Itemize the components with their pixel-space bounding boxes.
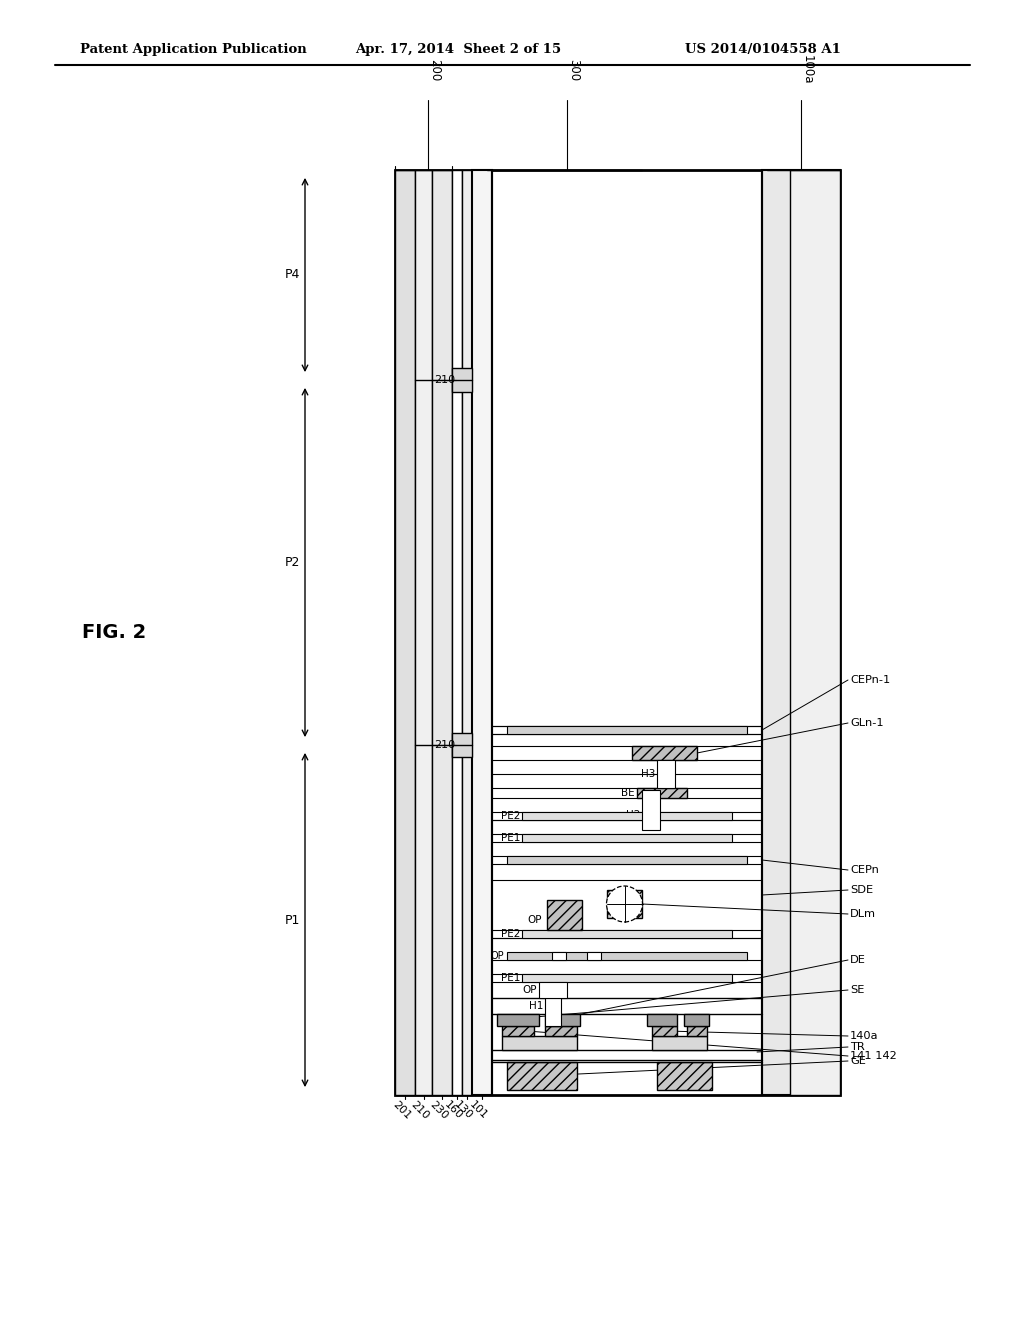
Bar <box>415 170 432 1096</box>
Text: US 2014/0104558 A1: US 2014/0104558 A1 <box>685 42 841 55</box>
Bar <box>547 900 582 931</box>
Text: H2: H2 <box>626 810 640 820</box>
Text: PE1: PE1 <box>501 833 520 843</box>
Bar <box>452 368 472 392</box>
Text: CEPn: CEPn <box>850 865 879 875</box>
Text: H1: H1 <box>528 1001 543 1011</box>
Text: 141 142: 141 142 <box>850 1051 897 1061</box>
Text: GE: GE <box>850 1056 866 1067</box>
Text: SE: SE <box>850 985 864 995</box>
Bar <box>587 952 601 960</box>
Text: P4: P4 <box>285 268 300 281</box>
Bar <box>522 974 732 982</box>
Text: DE: DE <box>850 954 866 965</box>
Bar <box>502 1036 577 1049</box>
Text: 160: 160 <box>442 1100 465 1122</box>
Bar <box>687 1026 707 1036</box>
Bar <box>545 1014 580 1026</box>
Bar <box>507 1063 577 1090</box>
Text: BE: BE <box>622 788 635 799</box>
Bar <box>684 1014 709 1026</box>
Text: Patent Application Publication: Patent Application Publication <box>80 42 307 55</box>
Bar <box>507 855 746 865</box>
Text: SDE: SDE <box>850 884 873 895</box>
Text: P1: P1 <box>285 913 300 927</box>
Bar <box>647 1014 677 1026</box>
Bar <box>502 1026 534 1036</box>
Bar <box>497 1014 539 1026</box>
Bar <box>632 746 697 760</box>
Text: PE1: PE1 <box>501 973 520 983</box>
Text: 230: 230 <box>427 1100 450 1122</box>
Text: PE2: PE2 <box>501 929 520 939</box>
Text: Apr. 17, 2014  Sheet 2 of 15: Apr. 17, 2014 Sheet 2 of 15 <box>355 42 561 55</box>
Bar <box>507 726 746 734</box>
Text: 100a: 100a <box>801 55 814 84</box>
Bar <box>507 952 746 960</box>
Bar <box>472 170 492 1096</box>
Bar <box>395 170 840 1096</box>
Bar <box>762 170 840 1096</box>
Bar <box>522 834 732 842</box>
Bar <box>395 170 415 1096</box>
Bar <box>452 733 472 756</box>
Bar <box>432 170 452 1096</box>
Bar <box>462 170 472 1096</box>
Circle shape <box>606 886 642 921</box>
Bar <box>652 1026 677 1036</box>
Text: 101: 101 <box>468 1100 489 1122</box>
Text: 200: 200 <box>428 59 441 81</box>
Bar <box>552 952 566 960</box>
Bar <box>545 1026 577 1036</box>
Bar <box>637 788 687 799</box>
Bar <box>607 890 642 917</box>
Bar <box>790 170 840 1096</box>
Text: DLm: DLm <box>850 909 876 919</box>
Text: 210: 210 <box>409 1100 431 1122</box>
Bar <box>545 998 561 1026</box>
Text: 300: 300 <box>567 59 580 81</box>
Text: H3: H3 <box>641 770 655 779</box>
Bar <box>452 170 462 1096</box>
Text: FIG. 2: FIG. 2 <box>82 623 146 642</box>
Text: 140a: 140a <box>850 1031 879 1041</box>
Bar <box>522 931 732 939</box>
Text: OP: OP <box>527 915 542 925</box>
Text: P2: P2 <box>285 556 300 569</box>
Bar <box>652 1036 707 1049</box>
Bar <box>657 760 675 788</box>
Text: PE2: PE2 <box>501 810 520 821</box>
Text: TR: TR <box>850 1041 864 1052</box>
Bar <box>642 789 660 830</box>
Text: GLn-1: GLn-1 <box>850 718 884 729</box>
Text: OP: OP <box>522 985 537 995</box>
Bar <box>657 1063 712 1090</box>
Bar <box>539 982 567 998</box>
Text: 210: 210 <box>434 741 455 750</box>
Bar <box>522 812 732 820</box>
Text: 210: 210 <box>434 375 455 385</box>
Text: 130: 130 <box>453 1100 474 1122</box>
Text: OP: OP <box>490 950 504 961</box>
Text: 201: 201 <box>390 1100 413 1122</box>
Text: CEPn-1: CEPn-1 <box>850 675 890 685</box>
